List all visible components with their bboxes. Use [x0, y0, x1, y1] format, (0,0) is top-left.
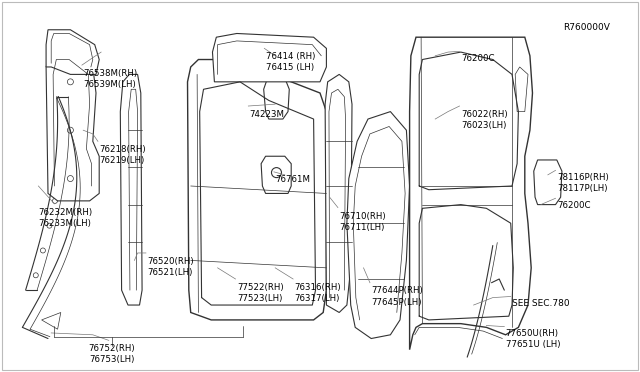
Text: 76538M(RH)
76539M(LH): 76538M(RH) 76539M(LH): [83, 69, 138, 89]
Polygon shape: [188, 60, 326, 320]
Text: 77650U(RH)
77651U (LH): 77650U(RH) 77651U (LH): [506, 329, 560, 349]
Text: 76022(RH)
76023(LH): 76022(RH) 76023(LH): [461, 110, 508, 130]
Polygon shape: [42, 312, 61, 329]
Text: 76761M: 76761M: [275, 175, 310, 184]
Text: 76752(RH)
76753(LH): 76752(RH) 76753(LH): [89, 344, 135, 364]
Polygon shape: [46, 52, 99, 201]
Polygon shape: [212, 33, 326, 82]
Text: 77522(RH)
77523(LH): 77522(RH) 77523(LH): [237, 283, 284, 303]
Polygon shape: [325, 74, 352, 312]
Text: 76200C: 76200C: [557, 201, 590, 210]
Polygon shape: [264, 78, 289, 119]
Polygon shape: [515, 67, 528, 112]
Text: 76200C: 76200C: [461, 54, 494, 63]
Text: 74223M: 74223M: [250, 110, 285, 119]
Polygon shape: [120, 74, 142, 305]
Text: 76520(RH)
76521(LH): 76520(RH) 76521(LH): [147, 257, 194, 277]
Polygon shape: [347, 112, 410, 339]
Text: SEE SEC.780: SEE SEC.780: [512, 299, 570, 308]
Polygon shape: [410, 37, 532, 350]
Text: R760000V: R760000V: [563, 23, 610, 32]
Text: 76414 (RH)
76415 (LH): 76414 (RH) 76415 (LH): [266, 52, 315, 72]
Text: 78116P(RH)
78117P(LH): 78116P(RH) 78117P(LH): [557, 173, 609, 193]
Text: 76232M(RH)
76233M(LH): 76232M(RH) 76233M(LH): [38, 208, 93, 228]
Text: 76218(RH)
76219(LH): 76218(RH) 76219(LH): [99, 145, 146, 165]
Text: 76316(RH)
76317(LH): 76316(RH) 76317(LH): [294, 283, 341, 303]
Polygon shape: [534, 160, 562, 205]
Text: 76710(RH)
76711(LH): 76710(RH) 76711(LH): [339, 212, 386, 232]
Text: 77644P(RH)
77645P(LH): 77644P(RH) 77645P(LH): [371, 286, 423, 307]
Polygon shape: [46, 30, 99, 74]
Polygon shape: [261, 156, 291, 193]
